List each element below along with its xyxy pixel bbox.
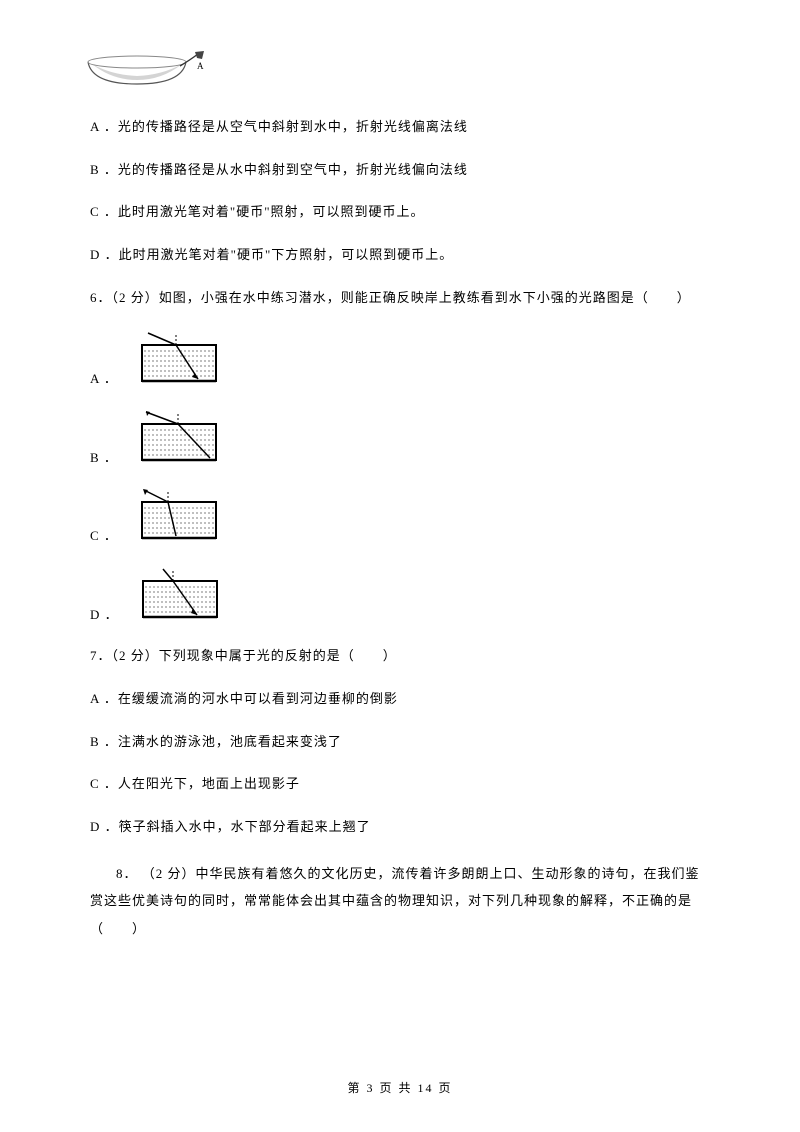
q7-stem: 7．（2 分）下列现象中属于光的反射的是（ ） (90, 646, 710, 667)
bowl-illustration: A (82, 50, 710, 99)
q7-option-b: B ．注满水的游泳池，池底看起来变浅了 (90, 732, 710, 753)
q5-option-b: B ．光的传播路径是从水中斜射到空气中，折射光线偏向法线 (90, 160, 710, 181)
q6-label-a: A ． (90, 369, 118, 390)
q7-option-a: A ．在缓缓流淌的河水中可以看到河边垂柳的倒影 (90, 689, 710, 710)
q6-option-a: A ． (90, 331, 710, 390)
q5-option-d: D ．此时用激光笔对着"硬币"下方照射，可以照到硬币上。 (90, 245, 710, 266)
water-diagram-d (133, 567, 225, 626)
water-diagram-c (132, 488, 224, 547)
q5-option-c: C ．此时用激光笔对着"硬币"照射，可以照到硬币上。 (90, 202, 710, 223)
page-footer: 第 3 页 共 14 页 (0, 1079, 800, 1098)
q6-stem: 6．（2 分）如图，小强在水中练习潜水，则能正确反映岸上教练看到水下小强的光路图… (90, 288, 710, 309)
q6-label-d: D ． (90, 605, 119, 626)
q6-option-b: B ． (90, 410, 710, 469)
q6-option-c: C ． (90, 488, 710, 547)
q8-stem: 8． （2 分）中华民族有着悠久的文化历史，流传着许多朗朗上口、生动形象的诗句，… (90, 860, 710, 942)
water-diagram-b (132, 410, 224, 469)
q5-option-a: A ．光的传播路径是从空气中斜射到水中，折射光线偏离法线 (90, 117, 710, 138)
q6-option-d: D ． (90, 567, 710, 626)
svg-text:A: A (197, 61, 204, 71)
q6-label-c: C ． (90, 526, 118, 547)
water-diagram-a (132, 331, 224, 390)
q7-option-c: C ．人在阳光下，地面上出现影子 (90, 774, 710, 795)
q7-option-d: D ．筷子斜插入水中，水下部分看起来上翘了 (90, 817, 710, 838)
q6-label-b: B ． (90, 448, 118, 469)
